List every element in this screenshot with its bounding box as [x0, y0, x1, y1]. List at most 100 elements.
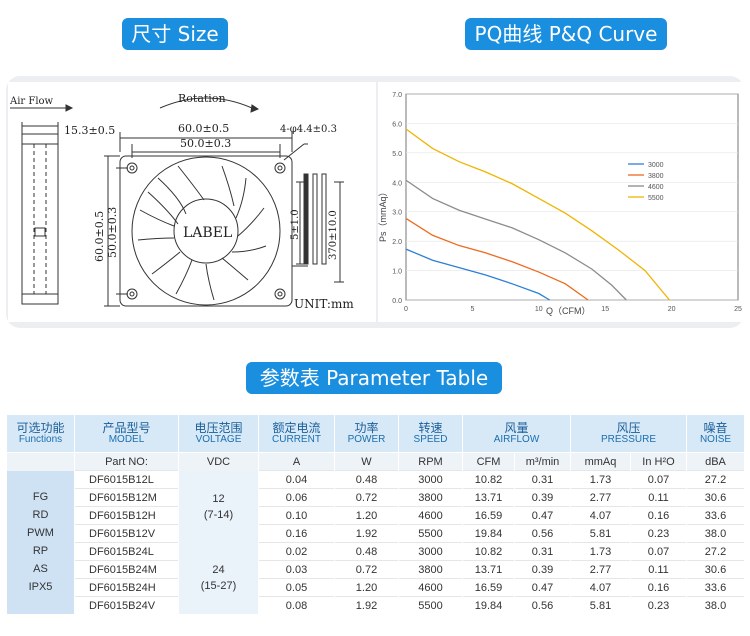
- function-item: PWM: [27, 527, 54, 540]
- value-cell: 0.08: [258, 596, 335, 614]
- value-cell: 30.6: [686, 488, 745, 507]
- x-tick-label: 25: [734, 306, 742, 313]
- value-cell: 0.48: [334, 470, 399, 489]
- y-tick-label: 0.0: [392, 298, 402, 305]
- voltage-range: (7-14): [203, 508, 234, 521]
- thickness-dimension: 15.3±0.5: [64, 124, 115, 137]
- value-cell: 4.07: [570, 506, 631, 525]
- lead-length-dimension: 370±10.0: [328, 210, 339, 260]
- value-cell: 27.2: [686, 470, 745, 489]
- header-speed: 转速 SPEED: [398, 414, 463, 453]
- unit-mmaq: mmAq: [570, 452, 631, 471]
- function-item: FG: [32, 491, 49, 504]
- value-cell: 10.82: [462, 470, 515, 489]
- value-cell: 0.10: [258, 506, 335, 525]
- value-cell: 4600: [398, 578, 463, 597]
- y-tick-label: 4.0: [392, 180, 402, 187]
- value-cell: 0.72: [334, 560, 399, 579]
- outer-width-dimension: 60.0±0.5: [178, 122, 229, 135]
- series-line-5500: [405, 128, 670, 301]
- model-cell: DF6015B12V: [74, 524, 179, 543]
- value-cell: 38.0: [686, 596, 745, 614]
- y-tick-label: 1.0: [392, 269, 402, 276]
- dimension-drawing: Air Flow 15.3±0.5: [8, 82, 376, 322]
- unit-label: UNIT:mm: [294, 297, 354, 311]
- function-item: RP: [32, 545, 49, 558]
- function-item: RD: [32, 509, 49, 522]
- model-cell: DF6015B12L: [74, 470, 179, 489]
- legend-label: 3000: [648, 162, 664, 169]
- value-cell: 16.59: [462, 506, 515, 525]
- table-row: FG RD PWM RP AS IPX5 DF6015B12L 12 (7-14) 0.04 0.4…: [6, 470, 745, 614]
- value-cell: 0.47: [514, 578, 571, 597]
- value-cell: 27.2: [686, 542, 745, 561]
- value-cell: 0.23: [630, 596, 687, 614]
- unit-cfm: CFM: [462, 452, 515, 471]
- value-cell: 16.59: [462, 578, 515, 597]
- curve-heading: PQ曲线 P&Q Curve: [465, 18, 667, 50]
- table-row: DF6015B24M 0.03 0.72 3800 13.71 0.39 2.77 0.11 3…: [7, 560, 745, 579]
- value-cell: 0.39: [514, 488, 571, 507]
- hole-height-dimension: 50.0±0.3: [106, 207, 119, 258]
- value-cell: 0.03: [258, 560, 335, 579]
- value-cell: 0.07: [630, 542, 687, 561]
- value-cell: 1.73: [570, 470, 631, 489]
- value-cell: 38.0: [686, 524, 745, 543]
- value-cell: 0.05: [258, 578, 335, 597]
- value-cell: 0.16: [258, 524, 335, 543]
- value-cell: 0.47: [514, 506, 571, 525]
- header-pressure: 风压 PRESSURE: [570, 414, 687, 453]
- air-flow-label: Air Flow: [9, 96, 54, 107]
- series-line-4600: [405, 179, 627, 301]
- table-row: DF6015B12V 0.16 1.92 5500 19.84 0.56 5.81 0.23 3…: [7, 524, 745, 543]
- series-line-3800: [405, 217, 589, 301]
- value-cell: 3000: [398, 470, 463, 489]
- value-cell: 5500: [398, 524, 463, 543]
- fan-front-view: [104, 97, 344, 307]
- functions-cell: FG RD PWM RP AS IPX5: [6, 470, 75, 614]
- header-noise: 噪音 NOISE: [686, 414, 745, 453]
- value-cell: 0.11: [630, 560, 687, 579]
- unit-dba: dBA: [686, 452, 745, 471]
- voltage-nominal: 12: [212, 492, 225, 505]
- value-cell: 33.6: [686, 506, 745, 525]
- unit-part-no: Part NO:: [74, 452, 179, 471]
- voltage-cell: 12 (7-14): [178, 470, 259, 543]
- value-cell: 30.6: [686, 560, 745, 579]
- table-row: DF6015B24V 0.08 1.92 5500 19.84 0.56 5.81 0.23 3…: [7, 596, 745, 614]
- series-line-3000: [405, 248, 551, 301]
- y-tick-label: 2.0: [392, 239, 402, 246]
- value-cell: 3800: [398, 488, 463, 507]
- value-cell: 33.6: [686, 578, 745, 597]
- model-cell: DF6015B24H: [74, 578, 179, 597]
- voltage-range: (15-27): [200, 580, 237, 593]
- model-cell: DF6015B12H: [74, 506, 179, 525]
- value-cell: 0.06: [258, 488, 335, 507]
- value-cell: 0.02: [258, 542, 335, 561]
- value-cell: 0.39: [514, 560, 571, 579]
- value-cell: 1.73: [570, 542, 631, 561]
- model-cell: DF6015B24V: [74, 596, 179, 614]
- fan-label-text: LABEL: [183, 225, 232, 241]
- value-cell: 0.31: [514, 470, 571, 489]
- pq-chart: 0.0 1.0 2.0 3.0 4.0 5.0 6.0 7.0 0 5 10 15 20 25 3000…: [378, 82, 744, 322]
- value-cell: 10.82: [462, 542, 515, 561]
- y-tick-label: 5.0: [392, 151, 402, 158]
- legend-label: 5500: [648, 195, 664, 202]
- table-row: DF6015B24H 0.05 1.20 4600 16.59 0.47 4.07 0.16 3…: [7, 578, 745, 597]
- unit-w: W: [334, 452, 399, 471]
- value-cell: 5.81: [570, 596, 631, 614]
- value-cell: 1.20: [334, 578, 399, 597]
- lead-strip-dimension: 5±1.0: [290, 209, 301, 240]
- header-current: 额定电流 CURRENT: [258, 414, 335, 453]
- value-cell: 5.81: [570, 524, 631, 543]
- value-cell: 4.07: [570, 578, 631, 597]
- value-cell: 5500: [398, 596, 463, 614]
- value-cell: 3800: [398, 560, 463, 579]
- value-cell: 0.56: [514, 524, 571, 543]
- fan-side-view: [10, 104, 74, 305]
- x-tick-label: 10: [535, 306, 543, 313]
- voltage-nominal: 24: [212, 564, 225, 577]
- value-cell: 3000: [398, 542, 463, 561]
- function-item: IPX5: [28, 581, 53, 594]
